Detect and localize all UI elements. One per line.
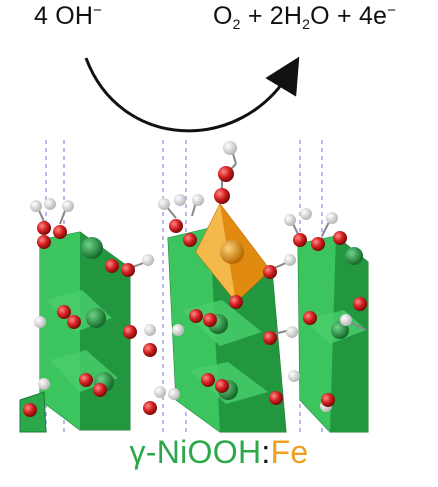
material-caption: γ-NiOOH:Fe xyxy=(0,434,438,471)
nickel-octahedra-layer-3 xyxy=(297,235,369,433)
plus-sign: + xyxy=(247,2,263,30)
reaction-arrow xyxy=(84,56,300,133)
plus-sign: + xyxy=(336,2,352,30)
dopant-label: Fe xyxy=(270,434,309,470)
iron-atom xyxy=(220,240,244,264)
product-o2: O2 xyxy=(213,2,241,32)
products-label: O2 + 2H2O + 4e− xyxy=(213,2,396,32)
reactant-charge: − xyxy=(93,2,103,19)
host-material-label: γ-NiOOH xyxy=(129,434,262,470)
reactant-formula: OH xyxy=(55,2,94,30)
electrons: 4e− xyxy=(358,2,397,30)
product-water: 2H2O xyxy=(269,2,330,32)
iron-octahedron xyxy=(195,203,271,303)
caption-separator: : xyxy=(261,434,271,470)
hydrogen-atoms xyxy=(30,141,352,412)
oxygen-atoms xyxy=(23,166,367,417)
reactant-coefficient: 4 xyxy=(34,2,49,30)
reactant-label: 4 OH− xyxy=(34,2,102,31)
